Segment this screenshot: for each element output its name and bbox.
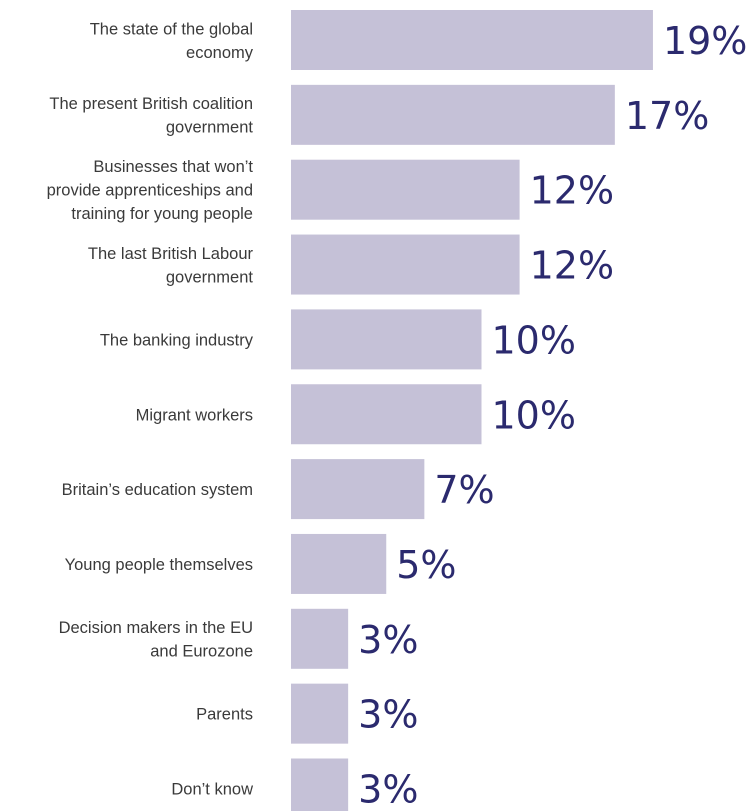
category-label-line: The present British coalition [49,95,253,113]
bar [291,533,387,594]
category-label: The present British coalition government [49,95,253,137]
value-label: 12% [530,244,614,288]
bar [291,234,520,295]
bar [291,159,520,220]
value-label: 19% [663,19,747,63]
category-label-line: Businesses that won’t [93,158,253,176]
category-label-line: Decision makers in the EU [59,619,253,637]
bar-group: Young people themselves 5% [65,533,457,594]
category-label-line: The state of the global [90,20,253,38]
category-label: Britain’s education system [62,481,253,499]
value-label: 3% [358,618,418,662]
bar [291,10,653,70]
bar-group: Migrant workers 10% [136,384,576,445]
category-label: The state of the global economy [90,20,254,62]
category-label: The last British Labour government [88,245,254,287]
value-label: 3% [358,768,418,811]
category-label-line: economy [186,44,254,62]
category-label: Businesses that won’t provide apprentices… [47,158,254,223]
category-label-line: and Eurozone [150,643,253,661]
category-label-line: government [166,119,254,137]
value-label: 17% [625,94,709,138]
bar [291,459,425,520]
bar [291,384,482,445]
category-label-line: Young people themselves [65,556,253,574]
bar [291,309,482,370]
value-label: 3% [358,693,418,737]
bar-group: Businesses that won’t provide apprentices… [47,158,614,223]
bar-group: The present British coalition government 1… [49,84,709,145]
category-label: The banking industry [100,331,254,349]
bar [291,608,349,669]
bar [291,758,349,811]
category-label-line: Parents [196,706,253,724]
category-label: Migrant workers [136,406,253,424]
category-label-line: The banking industry [100,331,254,349]
bar-group: Don’t know 3% [171,758,418,811]
bar-group: Britain’s education system 7% [62,459,495,520]
category-label-line: The last British Labour [88,245,254,263]
category-label-line: provide apprenticeships and [47,182,253,200]
bar-group: Decision makers in the EU and Eurozone 3% [59,608,418,669]
bar [291,84,615,145]
bar-group: The state of the global economy 19% [90,10,747,70]
category-label-line: government [166,268,254,286]
value-label: 10% [492,393,576,437]
value-label: 7% [434,468,494,512]
bar-group: The banking industry 10% [100,309,576,370]
value-label: 10% [492,318,576,362]
bar-group: The last British Labour government 12% [88,234,614,295]
category-label: Decision makers in the EU and Eurozone [59,619,253,661]
category-label-line: Britain’s education system [62,481,253,499]
category-label: Young people themselves [65,556,253,574]
value-label: 5% [396,543,456,587]
category-label: Parents [196,706,253,724]
category-label-line: Migrant workers [136,406,253,424]
bar [291,683,349,744]
category-label-line: training for young people [71,205,253,223]
value-label: 12% [530,169,614,213]
category-label: Don’t know [171,781,253,799]
bar-group: Parents 3% [196,683,418,744]
category-label-line: Don’t know [171,781,253,799]
